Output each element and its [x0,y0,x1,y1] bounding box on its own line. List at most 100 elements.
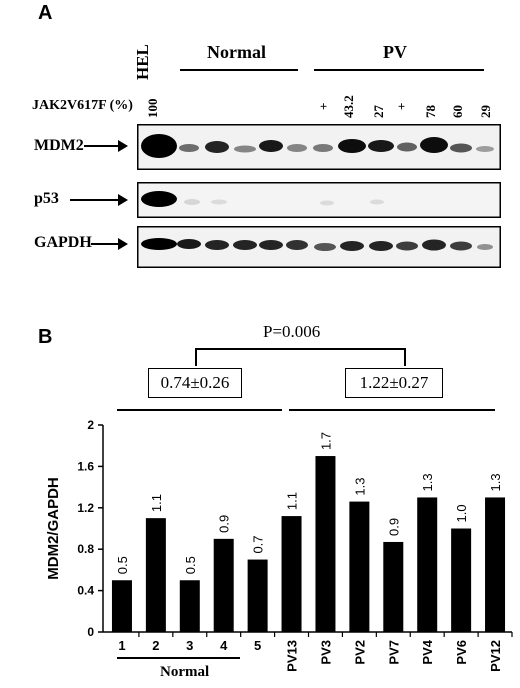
band [340,241,364,251]
bar-data-label: 0.5 [183,556,198,574]
blot-image-p53 [137,182,501,218]
panel-a-letter: A [38,2,53,24]
x-category-label: PV6 [454,640,469,665]
band [422,239,446,251]
bar-data-label: 1.3 [420,473,435,491]
y-tick-label: 2 [87,418,94,432]
arrow-gapdh [91,243,118,245]
y-tick-label: 1.6 [77,459,94,473]
bar [349,501,370,632]
jak-value-hel: 100 [145,98,160,119]
y-axis-label: MDM2/GAPDH [45,477,62,580]
jak-value: + [394,102,409,110]
x-category-label: 4 [220,638,228,653]
jak-value: 27 [371,105,386,118]
normal-header: Normal [207,42,266,62]
panel-b-letter: B [38,326,53,348]
bar [315,456,336,632]
band [477,244,493,250]
bar [383,541,404,632]
significance-bracket-left [195,348,197,366]
band [286,240,308,250]
x-category-label: PV4 [420,639,435,664]
significance-bracket-right [404,348,406,366]
y-tick-label: 0 [87,625,94,639]
band [141,238,177,250]
band [234,145,256,153]
band [177,239,201,249]
band [259,240,283,250]
bar [281,516,302,632]
band [320,200,334,206]
band [397,142,417,152]
band [184,199,200,205]
band [211,199,227,205]
blot-image-gapdh [137,226,501,268]
band [369,241,393,251]
y-tick-label: 1.2 [77,501,94,515]
x-category-label: 1 [118,638,125,653]
bar-data-label: 0.9 [386,518,401,536]
bar-data-label: 1.3 [352,478,367,496]
bar [417,497,438,632]
y-tick-label: 0.4 [77,584,94,598]
blot-label-gapdh: GAPDH [34,234,92,251]
band [141,191,177,207]
arrow-p53 [70,199,118,201]
arrow-head-icon [118,194,128,206]
pv-header: PV [383,42,407,62]
band [233,240,257,250]
bar-data-label: 1.1 [285,492,300,510]
band [368,140,394,152]
blot-image-mdm2 [137,124,501,170]
bar [179,580,200,632]
band [338,139,366,153]
bar-data-label: 1.1 [149,494,164,512]
x-category-label: 5 [254,638,261,653]
bar [213,538,234,632]
y-tick-label: 0.8 [77,542,94,556]
band [450,143,472,153]
normal-header-underline [180,69,298,71]
jak2-label: JAK2V617F (%) [32,98,133,113]
band [287,144,307,152]
x-category-label: 2 [152,638,159,653]
x-category-label: PV7 [386,640,401,665]
band [420,137,448,153]
band [179,144,199,152]
band [476,146,494,152]
band [314,243,336,251]
p-value-label: P=0.006 [263,322,321,341]
bar [451,528,472,632]
band [313,144,333,152]
band [259,140,283,152]
arrow-mdm2 [84,145,118,147]
hel-label: HEL [133,44,152,80]
bar [485,497,506,632]
bar-data-label: 1.7 [318,432,333,450]
arrow-head-icon [118,140,128,152]
x-category-label: 3 [186,638,193,653]
x-category-label: PV2 [352,640,367,665]
bar-data-label: 1.0 [454,504,469,522]
blot-label-p53: p53 [34,190,59,207]
arrow-head-icon [118,238,128,250]
jak-value: 43.2 [341,95,356,118]
bar [111,580,132,632]
pv-group-line [289,409,495,411]
bar-data-label: 1.3 [488,473,503,491]
jak-value: 78 [423,105,438,118]
x-category-label: PV12 [488,640,503,672]
pv-mean-box: 1.22±0.27 [345,368,443,398]
bar-chart: 0 0.4 0.8 1.2 1.6 2 MDM2/GAPDH 0.5 1 1.1 2 0.5 3 0.9 4… [45,418,513,672]
jak-value: + [316,102,331,110]
bar-data-label: 0.9 [217,515,232,533]
bar-data-label: 0.7 [251,535,266,553]
bar [247,559,268,632]
x-category-label: PV13 [285,640,300,672]
bar [145,518,166,632]
bar-data-label: 0.5 [115,556,130,574]
pv-header-underline [314,69,484,71]
band [205,141,229,153]
normal-group-line [117,409,282,411]
